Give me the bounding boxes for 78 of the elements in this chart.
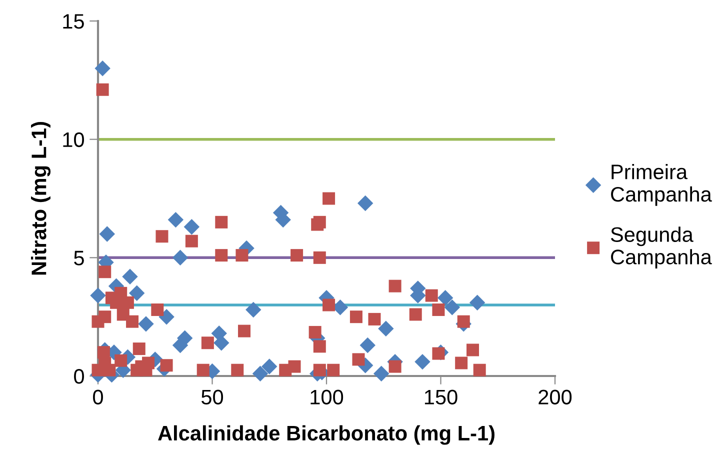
point <box>350 310 362 324</box>
point <box>437 290 454 306</box>
point <box>121 296 134 309</box>
legend-label: Primeira Campanha <box>611 164 712 206</box>
y-tick-label: 15 <box>63 14 84 29</box>
point <box>132 342 146 356</box>
point <box>94 60 110 76</box>
point <box>432 347 445 360</box>
point <box>425 289 438 302</box>
point <box>313 364 326 376</box>
point <box>201 336 214 350</box>
point <box>409 308 422 321</box>
point <box>156 230 168 243</box>
point <box>262 358 278 374</box>
point <box>322 192 336 205</box>
point <box>158 308 174 325</box>
point <box>357 195 374 212</box>
point <box>473 364 486 376</box>
legend-label: Segunda Campanha <box>610 226 712 269</box>
x-tick-label: 150 <box>424 390 458 404</box>
point <box>185 234 198 248</box>
point <box>388 280 402 292</box>
point <box>378 320 394 337</box>
y-axis-title: Nitrato (mg L-1) <box>31 122 51 275</box>
point <box>92 315 104 328</box>
point <box>151 303 164 316</box>
point <box>215 249 228 262</box>
x-axis-title: Alcalinidade Bicarbonato (mg L-1) <box>158 425 494 445</box>
point <box>168 212 184 228</box>
point <box>99 226 115 242</box>
x-tick-label: 200 <box>538 390 572 404</box>
point <box>322 298 336 312</box>
point <box>215 216 228 228</box>
point <box>184 219 200 235</box>
point <box>352 353 365 366</box>
point <box>214 335 230 351</box>
point <box>290 249 304 262</box>
point <box>308 326 322 338</box>
point <box>313 251 326 264</box>
point <box>114 354 128 367</box>
point <box>469 294 486 310</box>
y-tick-label: 10 <box>63 132 84 148</box>
point <box>160 359 173 372</box>
point <box>126 315 139 328</box>
point <box>236 249 248 262</box>
point <box>238 324 250 338</box>
point <box>231 364 244 376</box>
point <box>122 268 138 284</box>
point <box>172 250 188 266</box>
point <box>311 218 324 231</box>
point <box>388 360 402 373</box>
point <box>90 288 106 304</box>
point <box>98 266 112 278</box>
point <box>373 366 390 382</box>
point <box>246 302 262 318</box>
point <box>327 364 340 376</box>
point <box>360 337 376 354</box>
point <box>138 316 154 332</box>
point <box>96 83 109 96</box>
point <box>196 364 210 376</box>
point <box>444 300 460 316</box>
x-tick-label: 50 <box>202 390 224 404</box>
point <box>313 340 326 353</box>
point <box>252 366 268 382</box>
point <box>368 312 381 326</box>
point <box>176 330 193 346</box>
point <box>455 356 468 370</box>
y-tick-label: 0 <box>74 369 84 384</box>
point <box>414 354 430 370</box>
point <box>128 285 145 302</box>
point <box>288 360 301 373</box>
point <box>103 364 116 376</box>
point <box>457 315 470 328</box>
point <box>466 344 479 356</box>
x-tick-label: 100 <box>310 390 344 404</box>
y-tick-label: 5 <box>74 250 84 266</box>
point <box>432 303 445 316</box>
x-tick-label: 0 <box>93 390 103 404</box>
